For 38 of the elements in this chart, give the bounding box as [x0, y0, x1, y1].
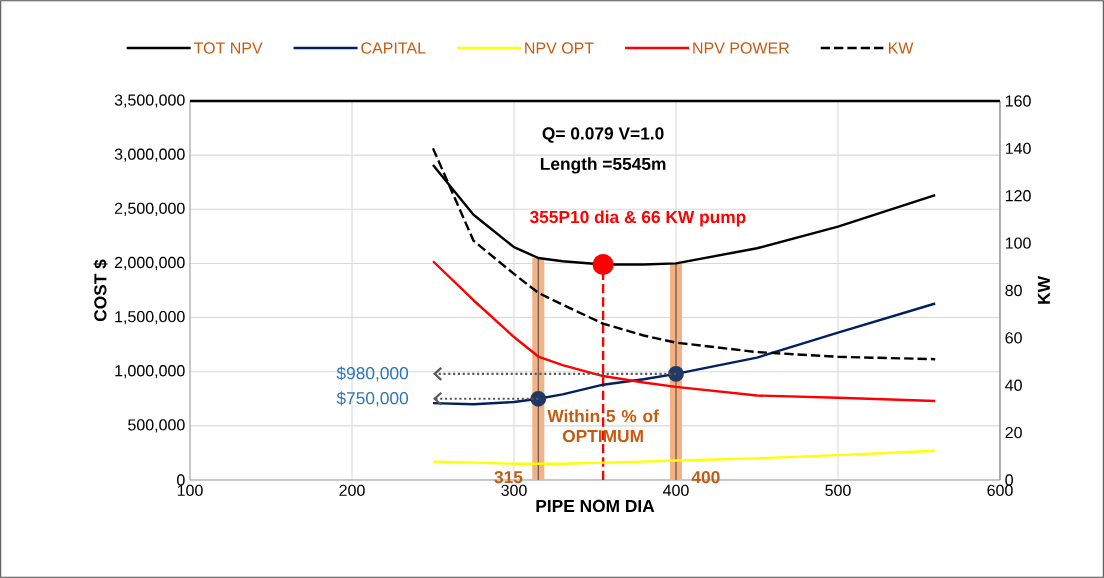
- annotation: 355P10 dia & 66 KW pump: [529, 210, 746, 227]
- annotation: $750,000: [336, 391, 409, 407]
- y-tick-label: 1,000,000: [115, 365, 185, 379]
- y2-tick-label: 120: [1005, 190, 1031, 202]
- annotation: Q= 0.079 V=1.0: [542, 127, 664, 143]
- x-tick-label: 100: [177, 484, 203, 497]
- y-axis-title: COST $: [93, 259, 108, 322]
- y2-tick-label: 100: [1005, 237, 1031, 249]
- y-tick-label: 500,000: [128, 419, 185, 433]
- x-tick-label: 300: [501, 484, 527, 497]
- y2-tick-label: 140: [1005, 142, 1031, 155]
- x-tick-label: 200: [339, 484, 365, 497]
- y2-tick-label: 80: [1005, 284, 1022, 297]
- y2-axis-title: KW: [1037, 276, 1050, 304]
- ref-line-label: 400: [691, 471, 720, 484]
- y2-tick-label: 20: [1005, 426, 1022, 439]
- y2-tick-label: 0: [1005, 474, 1013, 486]
- y-tick-label: 3,000,000: [114, 148, 185, 162]
- annotation: $980,000: [336, 366, 409, 382]
- y2-tick-label: 40: [1005, 379, 1022, 391]
- legend-label: TOT NPV: [193, 42, 263, 54]
- y-tick-label: 0: [177, 474, 185, 486]
- y2-tick-label: 160: [1005, 95, 1031, 107]
- annotation: Length =5545m: [540, 157, 666, 174]
- x-axis-title: PIPE NOM DIA: [536, 499, 655, 513]
- x-tick-label: 600: [987, 484, 1013, 497]
- legend-label: CAPITAL: [361, 42, 426, 54]
- legend-label: KW: [888, 42, 914, 54]
- y-tick-label: 2,000,000: [114, 256, 185, 271]
- x-tick-label: 500: [825, 484, 851, 497]
- y2-tick-label: 60: [1005, 332, 1022, 344]
- y-tick-label: 3,500,000: [114, 94, 185, 108]
- legend-label: NPV POWER: [693, 42, 790, 54]
- x-tick-label: 400: [663, 484, 689, 497]
- y-tick-label: 1,500,000: [115, 310, 185, 325]
- legend-label: NPV OPT: [525, 42, 594, 54]
- y-tick-label: 2,500,000: [114, 202, 185, 216]
- ref-line-label: 315: [494, 470, 523, 484]
